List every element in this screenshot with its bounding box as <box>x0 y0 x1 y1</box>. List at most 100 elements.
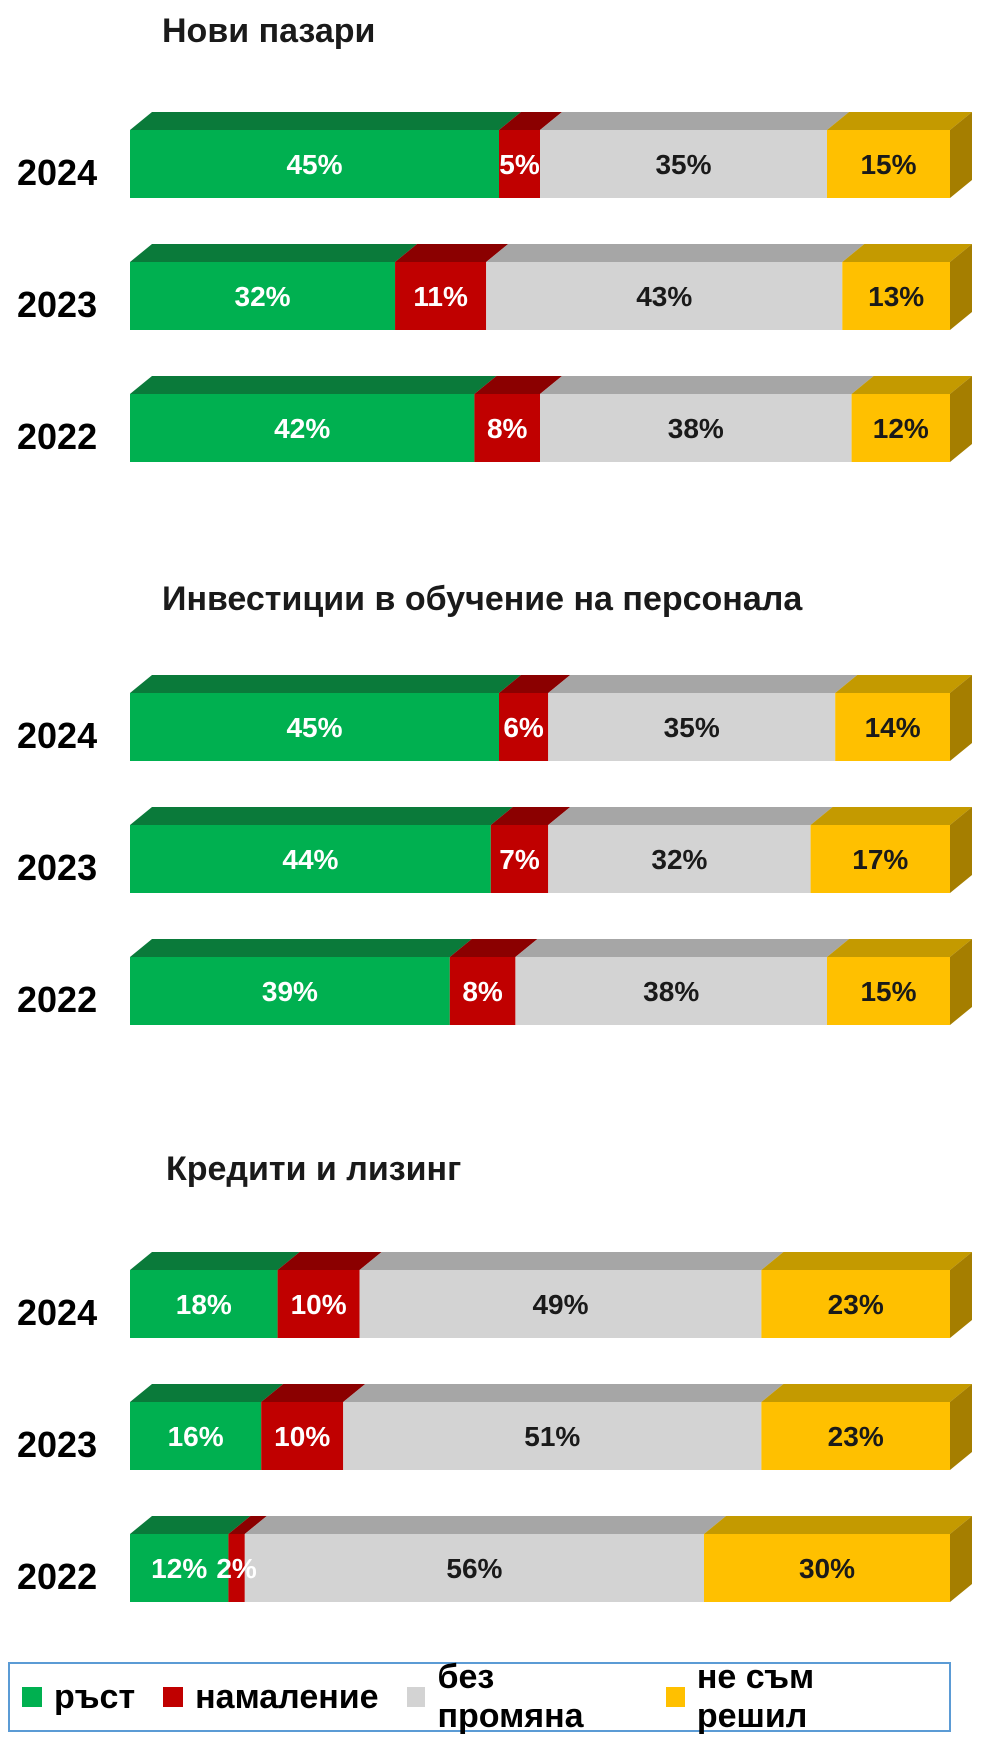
legend-swatch-undecided <box>665 1687 685 1707</box>
bar-top-undecided <box>835 675 972 693</box>
data-label-nochange: 51% <box>524 1421 580 1452</box>
stacked-bar-charts: Нови пазари 2024 45% 5% 35% 15% 2023 32% 11% 43% 1… <box>17 12 972 1602</box>
bar-top-undecided <box>704 1516 972 1534</box>
legend-swatch-decline <box>163 1687 184 1707</box>
data-label-undecided: 17% <box>852 844 908 875</box>
bar-segment-undecided <box>810 825 950 893</box>
bar-segment-nochange <box>548 825 811 893</box>
chart-title-2: Инвестиции в обучение на персонала <box>162 580 803 618</box>
chart-title-3: Кредити и лизинг <box>166 1150 461 1188</box>
legend-swatch-growth <box>22 1687 42 1707</box>
data-label-decline: 8% <box>487 413 528 444</box>
legend-label-undecided: не съм решил <box>696 1658 815 1735</box>
bar-segment-growth <box>130 262 396 330</box>
bar-segment-nochange <box>244 1534 705 1602</box>
data-label-nochange: 35% <box>655 149 711 180</box>
data-label-decline: 11% <box>413 281 468 312</box>
data-label-nochange: 43% <box>636 281 692 312</box>
bar-segment-growth <box>130 130 499 198</box>
bar-segment-undecided <box>851 394 950 462</box>
data-label-decline: 10% <box>291 1289 347 1320</box>
data-label-growth: 39% <box>262 976 318 1007</box>
bar-top-decline <box>449 939 538 957</box>
bar-top-growth <box>130 1252 300 1270</box>
year-label-2022: 2022 <box>17 416 97 457</box>
bar-top-decline <box>395 244 509 262</box>
bar-segment-undecided <box>761 1270 950 1338</box>
bar-top-nochange <box>540 376 874 394</box>
bar-segment-nochange <box>515 957 827 1025</box>
bar-segment-undecided <box>835 693 950 761</box>
data-label-undecided: 23% <box>828 1289 884 1320</box>
bar-segment-undecided <box>842 262 950 330</box>
bar-top-nochange <box>540 112 849 130</box>
data-label-decline: 10% <box>274 1421 330 1452</box>
bar-top-nochange <box>343 1384 784 1402</box>
data-label-nochange: 56% <box>446 1553 502 1584</box>
data-label-undecided: 15% <box>860 149 916 180</box>
bar-top-undecided <box>810 807 972 825</box>
bar-segment-nochange <box>343 1402 762 1470</box>
bar-top-nochange <box>515 939 849 957</box>
bar-top-growth <box>130 807 513 825</box>
bar-segment-nochange <box>540 394 852 462</box>
data-label-growth: 45% <box>286 712 342 743</box>
legend-label-decline: намаление <box>195 1677 379 1716</box>
bar-top-undecided <box>827 939 972 957</box>
bar-side-face <box>950 244 972 330</box>
bar-segment-growth <box>130 1534 229 1602</box>
bar-segment-decline <box>395 262 487 330</box>
legend-swatch-nochange <box>406 1687 426 1707</box>
data-label-nochange: 32% <box>651 844 707 875</box>
bar-side-face <box>950 939 972 1025</box>
bar-segment-nochange <box>548 693 836 761</box>
data-label-decline: 6% <box>503 712 544 743</box>
data-label-growth: 45% <box>286 149 342 180</box>
data-label-nochange: 49% <box>532 1289 588 1320</box>
legend-item-nochange: без промяна <box>406 1658 638 1736</box>
bar-top-nochange <box>359 1252 784 1270</box>
bar-top-undecided <box>761 1384 972 1402</box>
data-label-decline: 8% <box>462 976 503 1007</box>
data-label-growth: 32% <box>235 281 291 312</box>
bar-top-decline <box>499 675 571 693</box>
data-label-decline: 7% <box>499 844 540 875</box>
data-label-decline: 5% <box>499 149 540 180</box>
year-label-2022: 2022 <box>17 979 97 1020</box>
bar-top-nochange <box>548 675 858 693</box>
bar-segment-undecided <box>827 957 950 1025</box>
bar-segment-growth <box>130 825 491 893</box>
bar-segment-decline <box>474 394 540 462</box>
year-label-2024: 2024 <box>17 152 97 193</box>
bar-top-decline <box>490 807 571 825</box>
bar-segment-undecided <box>761 1402 950 1470</box>
bar-side-face <box>950 1252 972 1338</box>
data-label-undecided: 13% <box>868 281 924 312</box>
year-label-2023: 2023 <box>17 1424 97 1465</box>
bar-top-decline <box>499 112 562 130</box>
data-label-nochange: 38% <box>643 976 699 1007</box>
data-label-undecided: 14% <box>865 712 921 743</box>
legend-label-growth: ръст <box>54 1677 136 1716</box>
bar-segment-growth <box>130 693 499 761</box>
bar-segment-undecided <box>704 1534 950 1602</box>
bar-top-growth <box>130 1384 284 1402</box>
legend: ръст намаление без промяна не съм решил <box>8 1658 951 1735</box>
data-label-undecided: 15% <box>860 976 916 1007</box>
bar-segment-decline <box>449 957 516 1025</box>
year-label-2022: 2022 <box>17 1556 97 1597</box>
data-label-nochange: 35% <box>664 712 720 743</box>
legend-item-undecided: не съм решил <box>665 1658 921 1736</box>
year-label-2023: 2023 <box>17 284 97 325</box>
bar-segment-nochange <box>486 262 843 330</box>
chart-title-1: Нови пазари <box>162 12 375 50</box>
bar-top-nochange <box>548 807 833 825</box>
bar-top-undecided <box>842 244 972 262</box>
year-label-2023: 2023 <box>17 847 97 888</box>
bar-segment-decline <box>499 693 549 761</box>
bar-top-growth <box>130 244 418 262</box>
bar-segment-decline <box>490 825 549 893</box>
bar-segment-growth <box>130 957 450 1025</box>
bar-segment-undecided <box>827 130 950 198</box>
bar-segment-decline <box>261 1402 344 1470</box>
